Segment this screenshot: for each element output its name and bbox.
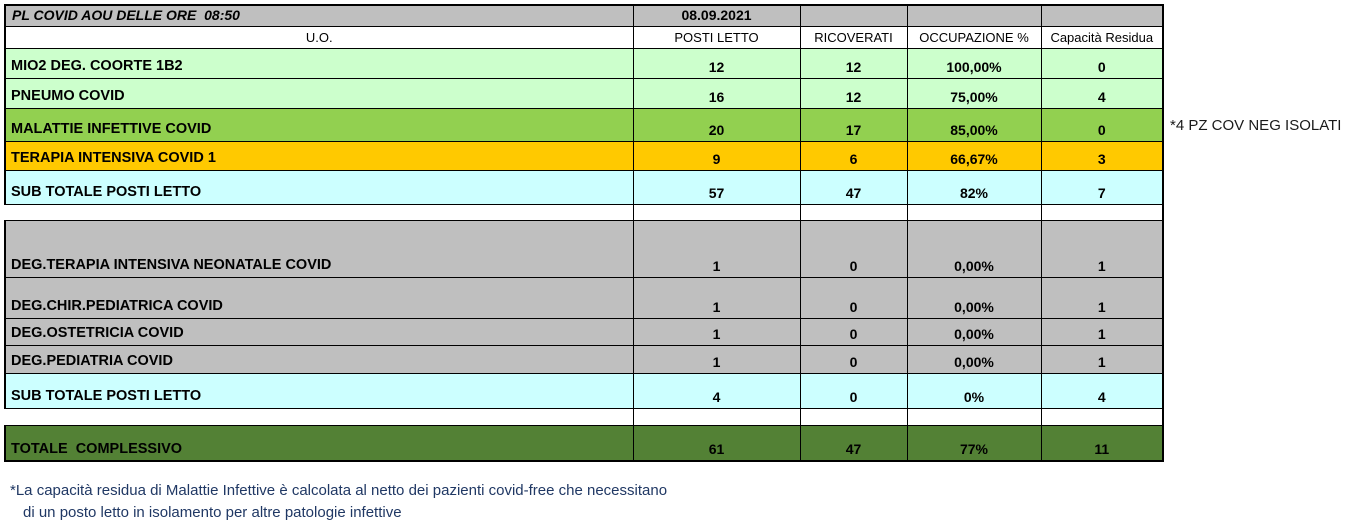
spacer-cell [906,204,1042,220]
subtotal-row: SUB TOTALE POSTI LETTO 4 0 0% 4 [4,372,1164,409]
posti-letto-cell: 20 [632,107,801,142]
row-label-cell: DEG.TERAPIA INTENSIVA NEONATALE COVID [4,219,634,278]
table-row: DEG.OSTETRICIA COVID 1 0 0,00% 1 [4,317,1164,346]
spacer-cell [5,204,633,220]
posti-letto-cell: 1 [632,317,801,346]
grand-total-row: TOTALE COMPLESSIVO 61 47 77% 11 [4,424,1164,462]
spacer-cell [632,408,801,425]
posti-letto-cell: 1 [632,219,801,278]
row-label-cell: SUB TOTALE POSTI LETTO [4,372,634,409]
ricoverati-cell: 6 [799,140,908,171]
occupazione-cell: 0% [906,372,1042,409]
title-row: PL COVID AOU DELLE ORE 08:50 08.09.2021 [4,4,1164,27]
ricoverati-cell: 12 [799,77,908,109]
report-date: 08.09.2021 [632,4,801,27]
report-title: PL COVID AOU DELLE ORE 08:50 [4,4,634,27]
spacer-cell [906,408,1042,425]
column-header-ricoverati: RICOVERATI [799,25,908,49]
row-label-cell: DEG.OSTETRICIA COVID [4,317,634,346]
spacer-cell [5,408,633,425]
table-row: DEG.TERAPIA INTENSIVA NEONATALE COVID 1 … [4,219,1164,278]
capacita-residua-cell: 4 [1040,77,1164,109]
spacer-row [5,408,1164,425]
row-label-cell: MALATTIE INFETTIVE COVID [4,107,634,142]
ricoverati-cell: 17 [799,107,908,142]
row-label-cell: TOTALE COMPLESSIVO [4,424,634,462]
occupazione-cell: 82% [906,169,1042,205]
table-row: MIO2 DEG. COORTE 1B2 12 12 100,00% 0 [4,47,1164,79]
ricoverati-cell: 47 [799,169,908,205]
occupazione-cell: 77% [906,424,1042,462]
row-label-cell: TERAPIA INTENSIVA COVID 1 [4,140,634,171]
table-row: PNEUMO COVID 16 12 75,00% 4 [4,77,1164,109]
capacita-residua-cell: 1 [1040,344,1164,374]
posti-letto-cell: 61 [632,424,801,462]
row-label-cell: MIO2 DEG. COORTE 1B2 [4,47,634,79]
footnotes: *La capacità residua di Malattie Infetti… [10,480,1346,524]
capacita-residua-cell: 7 [1040,169,1164,205]
column-header-row: U.O. POSTI LETTO RICOVERATI OCCUPAZIONE … [4,25,1164,49]
ricoverati-cell: 0 [799,276,908,319]
posti-letto-cell: 12 [632,47,801,79]
capacita-residua-cell: 11 [1040,424,1164,462]
spacer-cell [1040,408,1164,425]
capacita-residua-cell: 1 [1040,317,1164,346]
isolated-patients-note: *4 PZ COV NEG ISOLATI [1170,117,1342,134]
ricoverati-cell: 0 [799,219,908,278]
occupazione-cell: 75,00% [906,77,1042,109]
spacer-cell [1040,204,1164,220]
occupazione-cell: 100,00% [906,47,1042,79]
title-row-spacer [906,4,1042,27]
occupazione-cell: 0,00% [906,317,1042,346]
occupazione-cell: 0,00% [906,344,1042,374]
title-row-spacer [1040,4,1164,27]
ricoverati-cell: 0 [799,344,908,374]
occupazione-cell: 0,00% [906,276,1042,319]
title-row-spacer [799,4,908,27]
spacer-cell [632,204,801,220]
ricoverati-cell: 0 [799,317,908,346]
row-label-cell: SUB TOTALE POSTI LETTO [4,169,634,205]
row-label-cell: DEG.CHIR.PEDIATRICA COVID [4,276,634,319]
posti-letto-cell: 4 [632,372,801,409]
ricoverati-cell: 0 [799,372,908,409]
capacita-residua-cell: 0 [1040,107,1164,142]
posti-letto-cell: 1 [632,344,801,374]
capacita-residua-cell: 0 [1040,47,1164,79]
column-header-posti-letto: POSTI LETTO [632,25,801,49]
subtotal-row: SUB TOTALE POSTI LETTO 57 47 82% 7 [4,169,1164,205]
footnote-line-2: di un posto letto in isolamento per altr… [23,503,402,521]
table-row: DEG.CHIR.PEDIATRICA COVID 1 0 0,00% 1 [4,276,1164,319]
column-header-occupazione: OCCUPAZIONE % [906,25,1042,49]
ricoverati-cell: 12 [799,47,908,79]
row-label-cell: PNEUMO COVID [4,77,634,109]
table-row: DEG.PEDIATRIA COVID 1 0 0,00% 1 [4,344,1164,374]
column-header-capacita-residua: Capacità Residua [1040,25,1164,49]
occupazione-cell: 66,67% [906,140,1042,171]
covid-beds-table: PL COVID AOU DELLE ORE 08:50 08.09.2021 … [4,4,1164,462]
posti-letto-cell: 9 [632,140,801,171]
capacita-residua-cell: 3 [1040,140,1164,171]
footnote-line-1: *La capacità residua di Malattie Infetti… [10,482,668,499]
occupazione-cell: 0,00% [906,219,1042,278]
occupazione-cell: 85,00% [906,107,1042,142]
row-label-cell: DEG.PEDIATRIA COVID [4,344,634,374]
capacita-residua-cell: 4 [1040,372,1164,409]
column-header-uo: U.O. [4,25,634,49]
capacita-residua-cell: 1 [1040,219,1164,278]
posti-letto-cell: 57 [632,169,801,205]
posti-letto-cell: 1 [632,276,801,319]
table-row: MALATTIE INFETTIVE COVID 20 17 85,00% 0 [4,107,1164,142]
spacer-cell [799,408,908,425]
spacer-cell [799,204,908,220]
capacita-residua-cell: 1 [1040,276,1164,319]
spacer-row [5,204,1164,220]
ricoverati-cell: 47 [799,424,908,462]
posti-letto-cell: 16 [632,77,801,109]
table-row: TERAPIA INTENSIVA COVID 1 9 6 66,67% 3 [4,140,1164,171]
